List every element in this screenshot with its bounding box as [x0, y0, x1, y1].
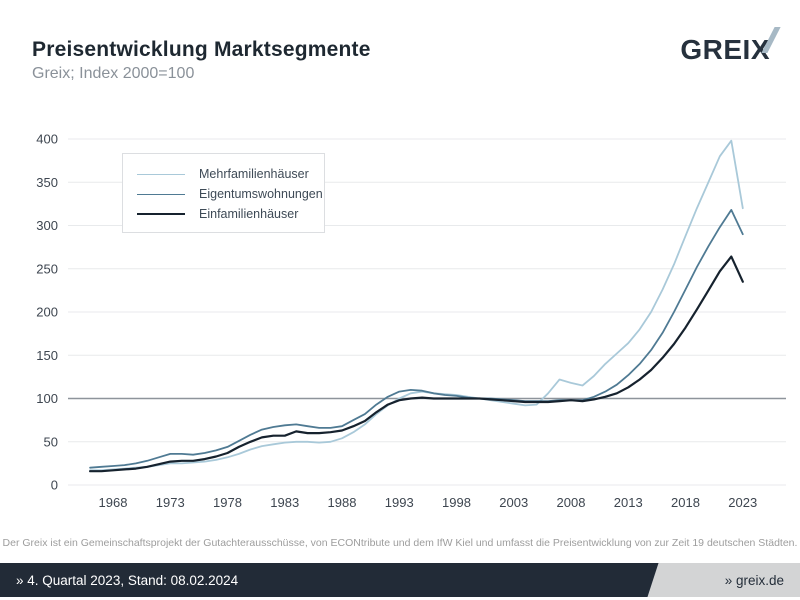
series-line-mehrfamilienhaeuser: [89, 139, 744, 472]
greix-logo-x: X: [750, 34, 770, 65]
series-line-einfamilienhaeuser: [89, 255, 744, 473]
x-axis-tick-label: 2003: [499, 495, 528, 510]
x-axis-tick-label: 1988: [328, 495, 357, 510]
footer-bar: » 4. Quartal 2023, Stand: 08.02.2024 » g…: [0, 563, 800, 597]
x-axis-tick-label: 1993: [385, 495, 414, 510]
x-axis-tick-label: 2008: [557, 495, 586, 510]
legend-line-swatch-mehrfamilienhaeuser: [137, 173, 185, 175]
page-title: Preisentwicklung Marktsegmente: [32, 38, 371, 61]
footer-quarter-status: » 4. Quartal 2023, Stand: 08.02.2024: [16, 572, 239, 588]
y-axis-tick-label: 300: [36, 218, 58, 233]
price-index-line-chart: 0 50 100 150 200 250 300 350 400 1968 1973 1978 1983…: [36, 132, 786, 510]
series-line-eigentumswohnungen: [89, 209, 744, 469]
chart-legend: Mehrfamilienhäuser Eigentumswohnungen Ei…: [122, 153, 325, 233]
y-axis-tick-label: 50: [44, 434, 58, 449]
legend-label: Einfamilienhäuser: [199, 207, 299, 221]
legend-label: Eigentumswohnungen: [199, 187, 323, 201]
legend-item-einfamilienhaeuser: Einfamilienhäuser: [137, 204, 324, 224]
legend-label: Mehrfamilienhäuser: [199, 167, 309, 181]
footer-right-section: » greix.de: [647, 563, 800, 597]
y-axis-tick-label: 100: [36, 391, 58, 406]
greix-logo: GREIX: [680, 27, 781, 66]
page-subtitle: Greix; Index 2000=100: [32, 65, 195, 82]
x-axis-tick-label: 1968: [99, 495, 128, 510]
y-axis-tick-label: 200: [36, 305, 58, 320]
y-axis-tick-label: 150: [36, 348, 58, 363]
legend-line-swatch-einfamilienhaeuser: [137, 213, 185, 215]
legend-line-swatch-eigentumswohnungen: [137, 193, 185, 195]
x-axis-tick-label: 1998: [442, 495, 471, 510]
x-axis-tick-label: 2023: [728, 495, 757, 510]
legend-item-mehrfamilienhaeuser: Mehrfamilienhäuser: [137, 164, 324, 184]
y-axis-tick-label: 250: [36, 261, 58, 276]
footer-diagonal-edge: [647, 563, 675, 597]
x-axis-tick-label: 1983: [270, 495, 299, 510]
source-footnote: Der Greix ist ein Gemeinschaftsprojekt d…: [2, 537, 798, 549]
greix-logo-text: GREI: [680, 34, 751, 65]
y-axis-tick-label: 0: [51, 478, 58, 493]
y-axis-tick-label: 350: [36, 175, 58, 190]
greix-de-link[interactable]: » greix.de: [724, 572, 784, 588]
y-axis-tick-label: 400: [36, 132, 58, 147]
x-axis-tick-label: 1978: [213, 495, 242, 510]
x-axis-tick-label: 2013: [614, 495, 643, 510]
x-axis-tick-label: 2018: [671, 495, 700, 510]
legend-item-eigentumswohnungen: Eigentumswohnungen: [137, 184, 324, 204]
x-axis-tick-label: 1973: [156, 495, 185, 510]
